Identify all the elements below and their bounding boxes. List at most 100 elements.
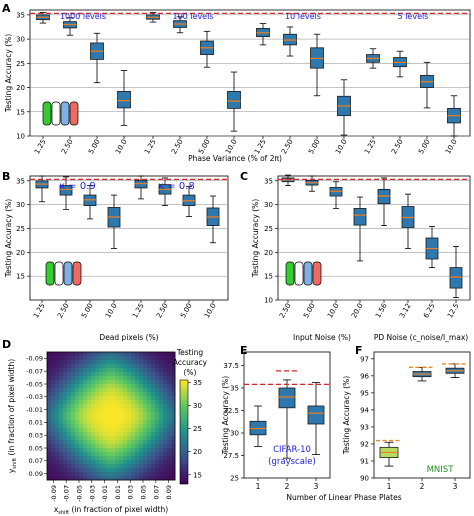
panel-d-cell (111, 436, 116, 441)
panel-d-cell (159, 468, 164, 473)
panel-d-cell (91, 420, 96, 425)
panel-d-cell (71, 472, 76, 477)
panel-d-cell (155, 476, 160, 481)
panel-d-cell (135, 452, 140, 457)
panel-d-cell (131, 432, 136, 437)
panel-d-cell (127, 404, 132, 409)
panel-d-cell (79, 360, 84, 365)
panel-d-cell (131, 380, 136, 385)
panel-d-cell (83, 452, 88, 457)
panel-d-cell (87, 400, 92, 405)
panel-d-cell (127, 472, 132, 477)
panel-d-cell (159, 404, 164, 409)
panel-d-cell (47, 376, 52, 381)
panel-d-cell (63, 440, 68, 445)
panel-d-cell (91, 412, 96, 417)
panel-d-cell (115, 468, 120, 473)
panel-d-cell (103, 352, 108, 357)
panel-a-group-label-0: 1000 levels (60, 12, 106, 21)
panel-d-cell (75, 452, 80, 457)
panel-d-cell (139, 396, 144, 401)
panel-d-cell (135, 468, 140, 473)
panel-d-cell (79, 420, 84, 425)
panel-e-ytick-label-2: 30 (230, 430, 239, 438)
panel-d-cell (163, 356, 168, 361)
panel-d-cell (107, 408, 112, 413)
panel-d-cell (127, 468, 132, 473)
panel-d-cell (159, 460, 164, 465)
panel-d-cell (103, 400, 108, 405)
panel-d-cell (127, 432, 132, 437)
panel-d-cell (99, 412, 104, 417)
panel-d-cell (55, 448, 60, 453)
panel-d-cell (119, 368, 124, 373)
panel-f-ytick-label-7: 97 (360, 355, 369, 363)
panel-f-ytick-label-3: 93 (360, 423, 369, 431)
panel-d-cell (91, 460, 96, 465)
panel-d-colorbar-title-1: Testing (176, 348, 204, 357)
panel-d-cell (111, 432, 116, 437)
panel-d-cell (47, 464, 52, 469)
panel-d-cell (127, 424, 132, 429)
panel-d-cell (155, 376, 160, 381)
panel-a-group-label-1: 100 levels (172, 12, 213, 21)
panel-d-cell (71, 440, 76, 445)
panel-d-cell (67, 464, 72, 469)
panel-d-cell (139, 448, 144, 453)
panel-d-cell (127, 440, 132, 445)
panel-a-ytick-label-4: 30 (16, 36, 25, 44)
panel-d-cell (131, 464, 136, 469)
panel-d-cell (127, 356, 132, 361)
panel-d-cell (135, 400, 140, 405)
panel-d-cell (95, 404, 100, 409)
panel-d-cell (67, 456, 72, 461)
panel-d-cell (67, 388, 72, 393)
panel-d-cell (111, 424, 116, 429)
panel-d-cell (55, 360, 60, 365)
panel-d-cell (131, 388, 136, 393)
panel-d-cell (115, 400, 120, 405)
panel-d-cell (163, 380, 168, 385)
panel-d-cell (131, 392, 136, 397)
panel-d-cell (163, 384, 168, 389)
panel-d-cell (151, 432, 156, 437)
panel-d-cell (91, 364, 96, 369)
panel-a-group-label-3: 5 levels (398, 12, 429, 21)
panel-d-cell (147, 468, 152, 473)
panel-d-cell (147, 380, 152, 385)
panel-d-cell (75, 360, 80, 365)
panel-d-cell (147, 364, 152, 369)
panel-d-cell (111, 428, 116, 433)
panel-d-cell (155, 432, 160, 437)
panel-d-cell (75, 432, 80, 437)
panel-d-cell (63, 384, 68, 389)
panel-d-cell (155, 444, 160, 449)
panel-d-cell (47, 356, 52, 361)
panel-d-cell (51, 372, 56, 377)
panel-d-cell (123, 420, 128, 425)
panel-d-cell (151, 464, 156, 469)
panel-d-cell (167, 448, 172, 453)
panel-d-cell (63, 364, 68, 369)
panel-d-cell (91, 404, 96, 409)
panel-d-cell (79, 416, 84, 421)
panel-b-xtick-label-5: 2.50 (155, 302, 170, 320)
panel-a-plate-icon (42, 101, 79, 126)
panel-d-cell (151, 372, 156, 377)
panel-d-cell (47, 368, 52, 373)
panel-d-cell (143, 404, 148, 409)
panel-d-cell (79, 432, 84, 437)
panel-d-cell (111, 412, 116, 417)
panel-d-cell (83, 400, 88, 405)
panel-d-cell (75, 472, 80, 477)
panel-d-cell (119, 384, 124, 389)
panel-e-xtick-label-2: 3 (314, 482, 319, 491)
panel-d-cell (59, 404, 64, 409)
panel-d-cell (67, 360, 72, 365)
panel-d-cell (91, 444, 96, 449)
panel-d-cell (99, 456, 104, 461)
panel-d-cell (107, 352, 112, 357)
panel-d-cell (63, 400, 68, 405)
panel-d-cell (91, 448, 96, 453)
panel-d-cell (107, 452, 112, 457)
